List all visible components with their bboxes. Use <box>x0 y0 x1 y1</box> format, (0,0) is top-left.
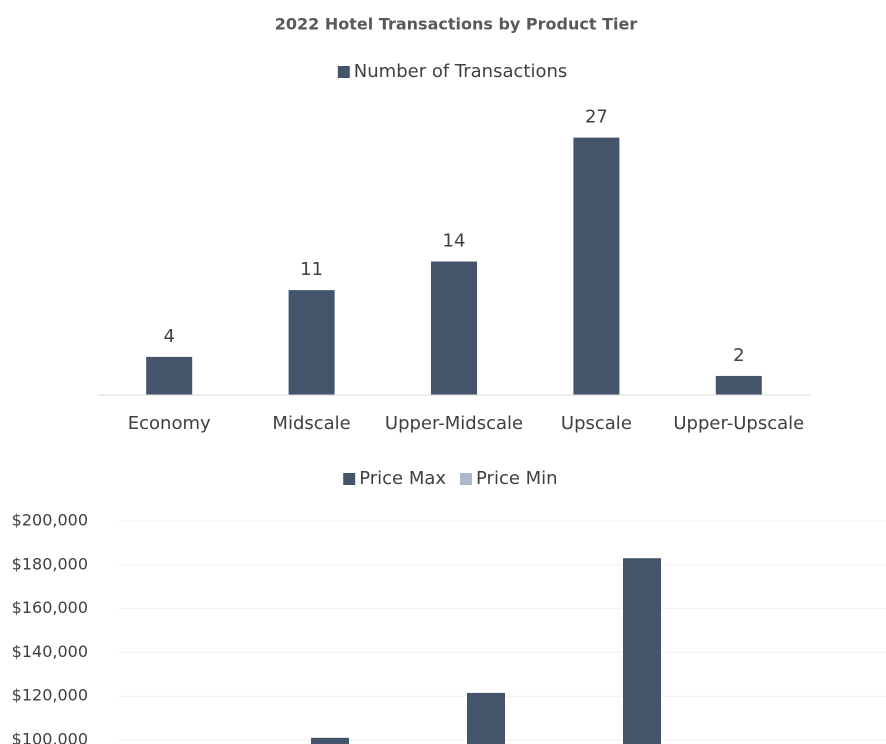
x-tick-label: Upper-Midscale <box>385 413 523 434</box>
legend-swatch <box>337 66 350 78</box>
legend-label: Number of Transactions <box>354 61 567 82</box>
x-tick-label: Upper-Upscale <box>673 413 804 434</box>
data-label: 2 <box>733 345 744 366</box>
bar <box>431 261 477 395</box>
y-tick-label: $100,000 <box>12 730 88 744</box>
chart-title: 2022 Hotel Transactions by Product Tier <box>275 15 638 34</box>
data-label: 14 <box>443 231 466 252</box>
x-tick-label: Economy <box>128 413 211 434</box>
bar <box>573 137 620 395</box>
y-tick-label: $120,000 <box>12 686 88 705</box>
legend-label: Price Min <box>476 468 558 489</box>
y-tick-label: $160,000 <box>12 598 88 617</box>
bar <box>146 356 193 395</box>
data-label: 27 <box>585 107 608 128</box>
y-tick-label: $180,000 <box>12 554 88 573</box>
x-tick-label: Upscale <box>561 413 632 434</box>
legend-label: Price Max <box>359 468 446 489</box>
y-tick-label: $140,000 <box>12 642 88 661</box>
bar <box>467 692 505 744</box>
bar <box>288 290 335 395</box>
legend-swatch <box>343 473 356 485</box>
data-label: 11 <box>300 259 323 280</box>
legend-swatch <box>460 473 472 485</box>
bar <box>715 375 762 395</box>
data-label: 4 <box>163 326 174 347</box>
x-tick-label: Midscale <box>272 413 350 434</box>
bar <box>311 737 349 744</box>
y-tick-label: $200,000 <box>12 511 88 530</box>
bar <box>623 558 661 744</box>
